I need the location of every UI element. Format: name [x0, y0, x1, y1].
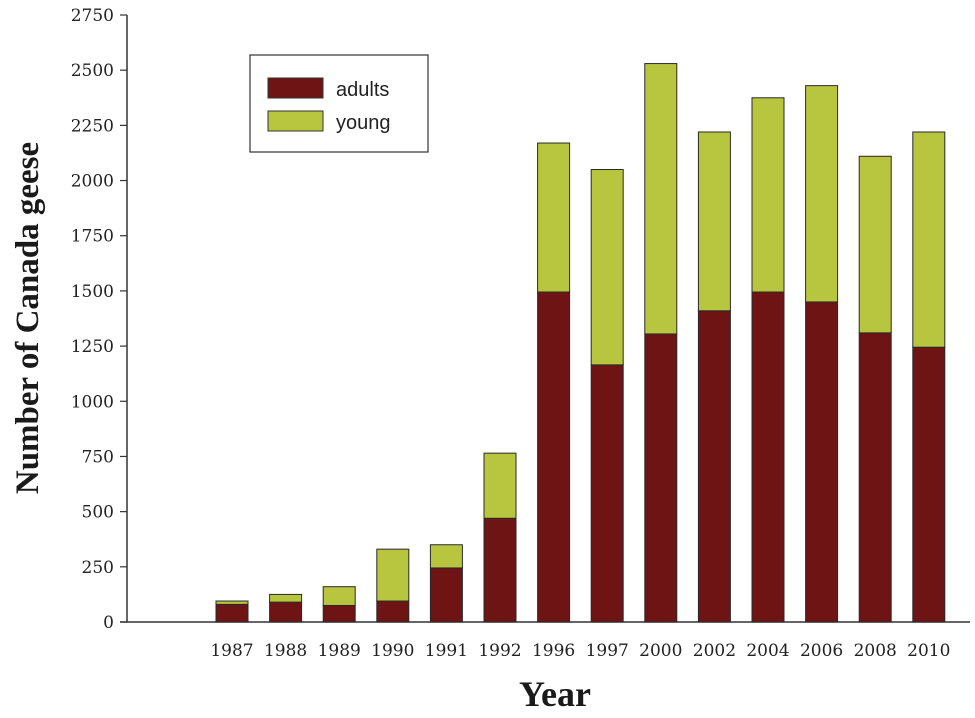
legend-swatch-young	[267, 110, 324, 132]
bar-young-1991	[429, 544, 463, 569]
y-tick-label: 2250	[71, 116, 114, 136]
legend-swatch-adults	[267, 77, 324, 99]
y-tick-label: 500	[82, 503, 114, 523]
legend: adults young	[249, 54, 429, 153]
x-axis-label: Year	[519, 674, 591, 714]
legend-label-adults: adults	[336, 79, 389, 101]
x-tick-label: 2006	[800, 641, 843, 661]
bars	[215, 63, 946, 623]
bar-young-1997	[590, 169, 624, 366]
x-tick-label: 2008	[854, 641, 897, 661]
bar-adults-2004	[751, 291, 785, 623]
bar-adults-1992	[483, 517, 517, 623]
y-tick-label: 1750	[71, 227, 114, 247]
y-tick-label: 2000	[71, 172, 114, 192]
x-tick-label: 2010	[907, 641, 950, 661]
y-tick-label: 250	[82, 558, 114, 578]
bar-young-1992	[483, 452, 517, 519]
y-tick-label: 2500	[71, 61, 114, 81]
x-tick-label: 1989	[318, 641, 361, 661]
bar-adults-2008	[858, 332, 892, 623]
bar-adults-2010	[912, 346, 946, 623]
x-tick-label: 1996	[532, 641, 575, 661]
bar-adults-1989	[322, 604, 356, 623]
bar-adults-1990	[376, 600, 410, 623]
x-tick-label: 2004	[746, 641, 789, 661]
bar-adults-2006	[805, 301, 839, 623]
y-tick-label: 1250	[71, 337, 114, 357]
y-tick-label: 0	[103, 613, 114, 633]
bar-young-2000	[644, 63, 678, 335]
bar-adults-1987	[215, 603, 249, 623]
bar-young-1988	[269, 593, 303, 603]
x-tick-label: 1988	[264, 641, 307, 661]
bar-adults-1997	[590, 364, 624, 623]
legend-box	[249, 54, 429, 153]
y-ticks: 0 250 500 750 1000 1250 1500 1750 2000 2250 2500 27…	[71, 6, 127, 633]
x-tick-label: 1997	[586, 641, 629, 661]
y-axis-label: Number of Canada geese	[10, 142, 46, 494]
bar-young-2006	[805, 85, 839, 303]
bar-young-1987	[215, 600, 249, 605]
x-tick-label: 1987	[210, 641, 253, 661]
y-tick-label: 1500	[71, 282, 114, 302]
bar-young-2002	[697, 131, 731, 312]
bar-adults-2002	[697, 310, 731, 623]
x-tick-label: 1990	[371, 641, 414, 661]
bar-adults-1988	[269, 601, 303, 623]
y-tick-label: 1000	[71, 392, 114, 412]
bar-young-1990	[376, 548, 410, 602]
bar-young-2004	[751, 97, 785, 293]
bar-young-1996	[537, 142, 571, 293]
bar-young-2010	[912, 131, 946, 348]
legend-label-young: young	[336, 112, 391, 134]
x-tick-label: 2002	[693, 641, 736, 661]
x-tick-label: 1991	[425, 641, 468, 661]
bar-young-2008	[858, 155, 892, 334]
bar-adults-1996	[537, 291, 571, 623]
x-tick-labels: 1987 1988 1989 1990 1991 1992 1996 1997 2000 2002…	[210, 641, 950, 661]
x-tick-label: 2000	[639, 641, 682, 661]
bar-young-1989	[322, 586, 356, 606]
bar-adults-2000	[644, 333, 678, 623]
x-tick-label: 1992	[478, 641, 521, 661]
y-tick-label: 750	[82, 447, 114, 467]
bar-adults-1991	[429, 567, 463, 623]
y-tick-label: 2750	[71, 6, 114, 26]
